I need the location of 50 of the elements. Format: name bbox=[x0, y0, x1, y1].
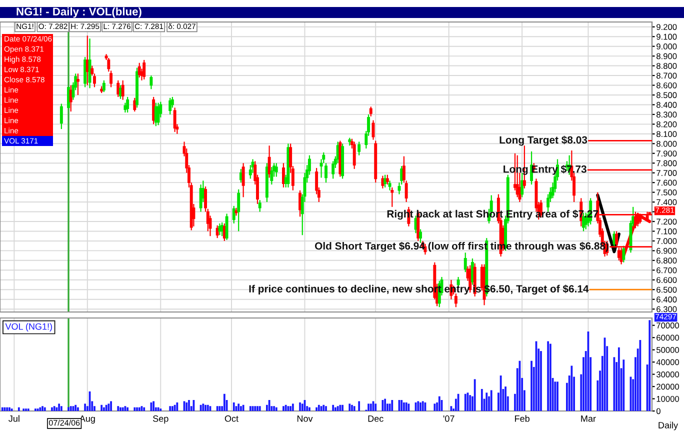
ref-line-label: Long Target $8.03 bbox=[500, 136, 588, 146]
y-tick-label: 7.700 bbox=[656, 170, 677, 176]
y-tick-label: 8.800 bbox=[656, 62, 677, 69]
y-tick-label: 20000 bbox=[656, 384, 680, 390]
y-tick-label: 8.400 bbox=[656, 102, 677, 108]
y-tick-label: 7.400 bbox=[656, 199, 677, 206]
y-tick-label: 6.900 bbox=[656, 248, 677, 254]
y-tick-label: 7.100 bbox=[656, 228, 677, 234]
y-tick-label: 9.000 bbox=[656, 44, 677, 50]
y-tick-label: 8.200 bbox=[656, 121, 677, 128]
y-tick-label: 8.100 bbox=[656, 131, 677, 138]
text: Daily bbox=[658, 422, 678, 430]
y-tick-label: 7.900 bbox=[656, 150, 677, 156]
y-tick-label: 50000 bbox=[656, 347, 680, 353]
y-tick-label: 70000 bbox=[656, 322, 680, 328]
x-tick-label: Nov bbox=[297, 416, 313, 422]
chart-title: NG1! - Daily : VOL(blue) bbox=[16, 7, 142, 18]
y-tick-label: 0 bbox=[656, 408, 660, 414]
y-tick-label: 8.500 bbox=[656, 92, 677, 98]
x-tick-label: Dec bbox=[368, 416, 384, 422]
y-tick-label: 6.700 bbox=[656, 267, 677, 274]
y-tick-label: 8.700 bbox=[656, 72, 677, 79]
x-tick-label: Sep bbox=[153, 415, 168, 424]
x-tick-label: Feb bbox=[515, 415, 530, 422]
y-tick-label: 7.500 bbox=[656, 190, 677, 196]
x-tick-label: Jul bbox=[8, 415, 20, 422]
y-tick-label: 7.000 bbox=[656, 238, 677, 244]
y-tick-label: 6.300 bbox=[656, 306, 677, 312]
x-tick-label: Mar bbox=[581, 416, 596, 422]
y-tick-label: 9.200 bbox=[656, 24, 677, 30]
y-tick-label: 8.900 bbox=[656, 53, 677, 60]
x-tick-label: Oct bbox=[224, 415, 238, 422]
y-tick-label: 8.600 bbox=[656, 82, 677, 88]
ref-line-label: 07/24/06 bbox=[48, 420, 80, 426]
x-tick-label: '07 bbox=[443, 415, 454, 422]
y-tick-label: 10000 bbox=[656, 396, 680, 402]
y-tick-label: 7.800 bbox=[656, 160, 677, 166]
y-tick-label: 7.600 bbox=[656, 180, 677, 186]
y-tick-label: 9.100 bbox=[656, 34, 677, 40]
y-tick-label: 6.600 bbox=[656, 277, 677, 283]
y-tick-label: 6.400 bbox=[656, 296, 677, 302]
y-tick-label: 6.800 bbox=[656, 258, 677, 264]
y-tick-label: 30000 bbox=[656, 371, 680, 378]
y-tick-label: 40000 bbox=[656, 359, 680, 366]
y-tick-label: 60000 bbox=[656, 334, 680, 341]
y-tick-label: 6.500 bbox=[656, 286, 677, 293]
y-tick-label: 8.000 bbox=[656, 140, 677, 147]
y-tick-label: 7.200 bbox=[656, 218, 677, 225]
y-tick-label: 8.300 bbox=[656, 112, 677, 118]
annotation: VOL (NG1!) bbox=[5, 323, 52, 332]
